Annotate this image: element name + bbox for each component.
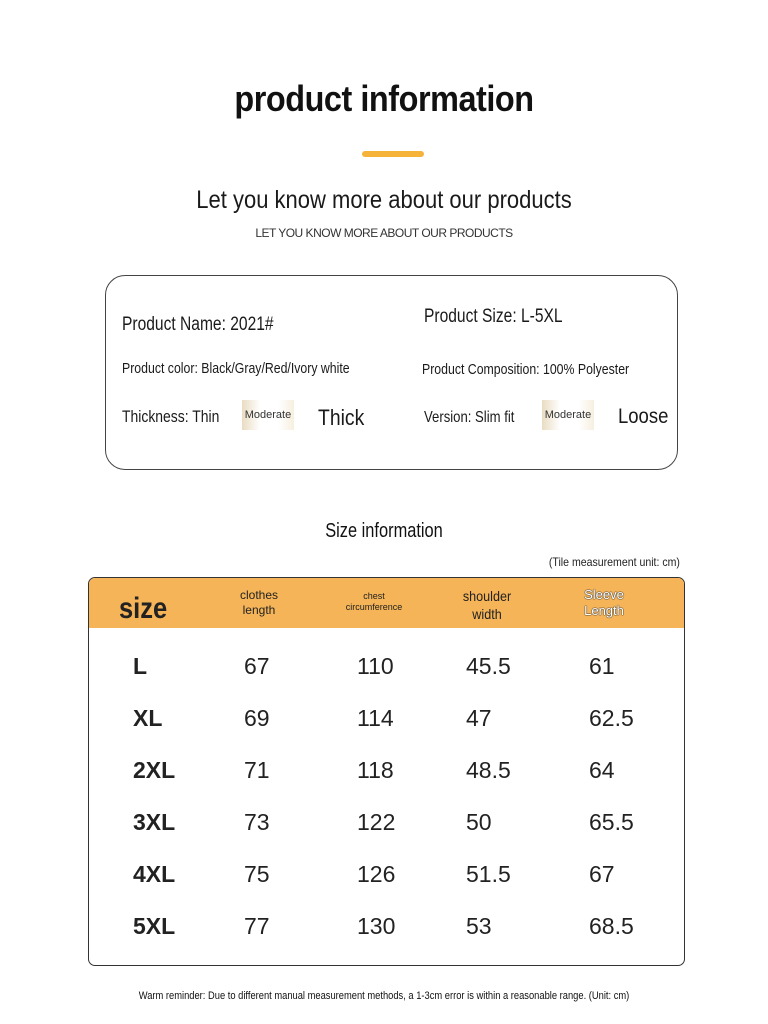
product-composition: Product Composition: 100% Polyester — [422, 361, 630, 378]
unit-note: (Tile measurement unit: cm) — [548, 555, 680, 569]
size-information-title: Size information — [325, 520, 443, 542]
cell-length: 75 — [244, 861, 270, 887]
cell-shoulder: 50 — [466, 809, 492, 835]
header-size: size — [119, 592, 168, 625]
header-shoulder: shoulder width — [451, 588, 523, 623]
header-sleeve-line2: Length — [584, 603, 624, 619]
product-info-card: Product Name: 2021# Product Size: L-5XL … — [105, 275, 678, 470]
header-shoulder-line2: width — [472, 605, 502, 622]
thickness-max-label: Thick — [318, 405, 365, 430]
cell-size: 3XL — [133, 809, 176, 835]
thickness-selected-chip: Moderate — [242, 400, 294, 430]
header-chest: chest circumference — [334, 591, 414, 614]
cell-chest: 130 — [357, 913, 396, 939]
cell-size: XL — [133, 705, 163, 731]
header-chest-line1: chest — [363, 591, 385, 601]
version-label: Version: Slim fit — [424, 409, 515, 426]
table-row: 4XL 75 126 51.5 67 — [89, 848, 684, 900]
header-clothes-length-line1: clothes — [239, 588, 279, 602]
cell-sleeve: 64 — [589, 757, 615, 783]
header-chest-line2: circumference — [345, 602, 403, 613]
cell-size: 2XL — [133, 757, 176, 783]
cell-size: 4XL — [133, 861, 176, 887]
cell-length: 67 — [244, 653, 270, 679]
header-clothes-length-line2: length — [242, 603, 276, 617]
cell-sleeve: 68.5 — [589, 913, 634, 939]
cell-size: 5XL — [133, 913, 176, 939]
cell-length: 77 — [244, 913, 270, 939]
cell-shoulder: 45.5 — [466, 653, 511, 679]
cell-chest: 114 — [357, 705, 394, 731]
table-row: 2XL 71 118 48.5 64 — [89, 744, 684, 796]
cell-sleeve: 62.5 — [589, 705, 634, 731]
thickness-label: Thickness: Thin — [122, 407, 220, 426]
cell-sleeve: 67 — [589, 861, 615, 887]
header-shoulder-line1: shoulder — [462, 588, 512, 604]
cell-shoulder: 47 — [466, 705, 492, 731]
version-max-label: Loose — [618, 405, 669, 428]
cell-length: 69 — [244, 705, 270, 731]
cell-shoulder: 51.5 — [466, 861, 511, 887]
warm-reminder: Warm reminder: Due to different manual m… — [138, 990, 630, 1002]
size-table-header: size clothes length chest circumference … — [89, 578, 684, 628]
table-row: 5XL 77 130 53 68.5 — [89, 900, 684, 952]
product-size: Product Size: L-5XL — [424, 306, 563, 327]
cell-chest: 126 — [357, 861, 396, 887]
page-subtitle: Let you know more about our products — [196, 186, 572, 214]
cell-chest: 110 — [357, 653, 394, 679]
cell-chest: 118 — [357, 757, 394, 783]
cell-chest: 122 — [357, 809, 396, 835]
header-sleeve: Sleeve Length — [569, 587, 639, 620]
size-table: size clothes length chest circumference … — [88, 577, 685, 966]
header-sleeve-line1: Sleeve — [584, 587, 624, 602]
cell-sleeve: 61 — [589, 653, 615, 679]
table-row: XL 69 114 47 62.5 — [89, 692, 684, 744]
cell-length: 71 — [244, 757, 270, 783]
cell-length: 73 — [244, 809, 270, 835]
product-color: Product color: Black/Gray/Red/Ivory whit… — [122, 360, 350, 377]
header-clothes-length: clothes length — [224, 588, 294, 618]
version-selected-chip: Moderate — [542, 400, 594, 430]
table-row: L 67 110 45.5 61 — [89, 640, 684, 692]
cell-sleeve: 65.5 — [589, 809, 634, 835]
product-name: Product Name: 2021# — [122, 314, 274, 335]
page-subtitle-caps: LET YOU KNOW MORE ABOUT OUR PRODUCTS — [255, 226, 513, 240]
accent-bar — [362, 151, 424, 157]
cell-shoulder: 48.5 — [466, 757, 511, 783]
page-title: product information — [234, 78, 534, 119]
table-row: 3XL 73 122 50 65.5 — [89, 796, 684, 848]
cell-shoulder: 53 — [466, 913, 492, 939]
cell-size: L — [133, 653, 148, 679]
